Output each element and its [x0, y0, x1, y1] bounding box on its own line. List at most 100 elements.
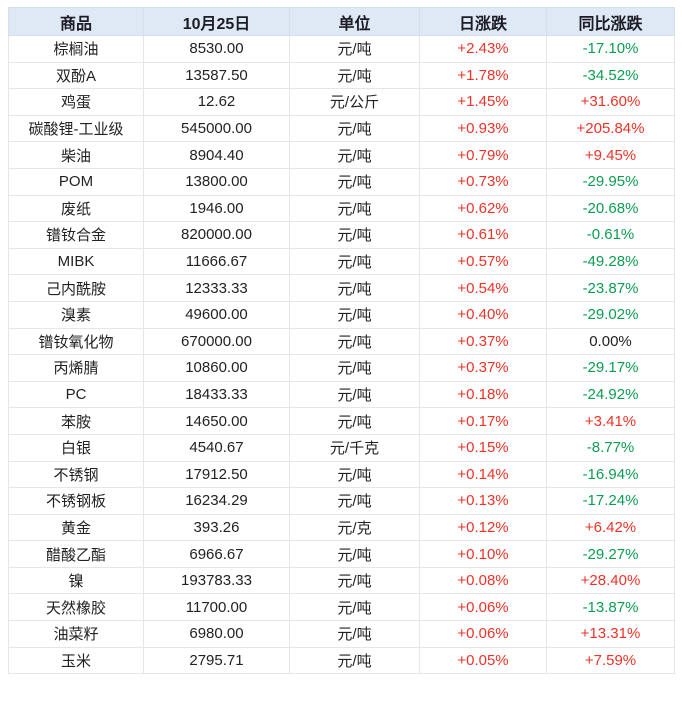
commodity-cell: 天然橡胶	[8, 593, 144, 622]
daily-change-cell: +0.54%	[419, 274, 547, 302]
unit-cell: 元/千克	[289, 433, 420, 462]
yoy-change-cell: +31.60%	[546, 88, 675, 116]
table-row: 废纸 1946.00 元/吨 +0.62% -20.68%	[8, 194, 675, 223]
price-cell: 13587.50	[143, 61, 290, 90]
price-cell: 17912.50	[143, 460, 290, 489]
yoy-change-cell: +205.84%	[546, 114, 675, 143]
commodity-cell: 镨钕合金	[8, 221, 144, 249]
unit-cell: 元/吨	[289, 221, 420, 249]
unit-cell: 元/吨	[289, 380, 420, 409]
yoy-change-cell: -49.28%	[546, 247, 675, 276]
daily-change-cell: +0.61%	[419, 221, 547, 249]
table-row: 丙烯腈 10860.00 元/吨 +0.37% -29.17%	[8, 354, 675, 382]
table-row: 不锈钢 17912.50 元/吨 +0.14% -16.94%	[8, 460, 675, 489]
yoy-change-cell: +13.31%	[546, 620, 675, 648]
yoy-change-cell: -13.87%	[546, 593, 675, 622]
commodity-cell: 镨钕氧化物	[8, 327, 144, 356]
unit-cell: 元/吨	[289, 407, 420, 435]
price-cell: 12.62	[143, 88, 290, 116]
table-row: 油菜籽 6980.00 元/吨 +0.06% +13.31%	[8, 620, 675, 648]
price-cell: 10860.00	[143, 354, 290, 382]
price-cell: 12333.33	[143, 274, 290, 302]
daily-change-cell: +0.37%	[419, 327, 547, 356]
price-cell: 820000.00	[143, 221, 290, 249]
price-cell: 393.26	[143, 513, 290, 542]
commodity-cell: PC	[8, 380, 144, 409]
daily-change-cell: +0.57%	[419, 247, 547, 276]
commodity-price-table-wrap: 商品 10月25日 单位 日涨跌 同比涨跌 棕榈油 8530.00 元/吨 +2…	[8, 7, 675, 675]
price-cell: 6966.67	[143, 540, 290, 568]
commodity-cell: 油菜籽	[8, 620, 144, 648]
table-row: MIBK 11666.67 元/吨 +0.57% -49.28%	[8, 247, 675, 276]
price-cell: 49600.00	[143, 300, 290, 329]
unit-cell: 元/吨	[289, 593, 420, 622]
commodity-cell: 废纸	[8, 194, 144, 223]
table-row: 天然橡胶 11700.00 元/吨 +0.06% -13.87%	[8, 593, 675, 622]
commodity-cell: MIBK	[8, 247, 144, 276]
yoy-change-cell: -17.24%	[546, 487, 675, 515]
daily-change-cell: +0.13%	[419, 487, 547, 515]
commodity-cell: 己内酰胺	[8, 274, 144, 302]
column-header-daily-change: 日涨跌	[419, 7, 547, 36]
unit-cell: 元/吨	[289, 487, 420, 515]
unit-cell: 元/吨	[289, 300, 420, 329]
table-row: 己内酰胺 12333.33 元/吨 +0.54% -23.87%	[8, 274, 675, 302]
table-row: 镨钕合金 820000.00 元/吨 +0.61% -0.61%	[8, 221, 675, 249]
commodity-cell: 不锈钢	[8, 460, 144, 489]
yoy-change-cell: -17.10%	[546, 35, 675, 63]
yoy-change-cell: -29.02%	[546, 300, 675, 329]
daily-change-cell: +0.10%	[419, 540, 547, 568]
daily-change-cell: +0.93%	[419, 114, 547, 143]
table-row: 苯胺 14650.00 元/吨 +0.17% +3.41%	[8, 407, 675, 435]
commodity-cell: 黄金	[8, 513, 144, 542]
unit-cell: 元/吨	[289, 194, 420, 223]
commodity-cell: 溴素	[8, 300, 144, 329]
table-row: 双酚A 13587.50 元/吨 +1.78% -34.52%	[8, 61, 675, 90]
table-row: 柴油 8904.40 元/吨 +0.79% +9.45%	[8, 141, 675, 169]
yoy-change-cell: +6.42%	[546, 513, 675, 542]
commodity-cell: 碳酸锂-工业级	[8, 114, 144, 143]
commodity-cell: 玉米	[8, 646, 144, 675]
price-cell: 2795.71	[143, 646, 290, 675]
unit-cell: 元/吨	[289, 274, 420, 302]
price-cell: 670000.00	[143, 327, 290, 356]
commodity-cell: 双酚A	[8, 61, 144, 90]
table-row: 溴素 49600.00 元/吨 +0.40% -29.02%	[8, 300, 675, 329]
daily-change-cell: +0.17%	[419, 407, 547, 435]
price-cell: 13800.00	[143, 167, 290, 196]
unit-cell: 元/公斤	[289, 88, 420, 116]
price-cell: 1946.00	[143, 194, 290, 223]
yoy-change-cell: 0.00%	[546, 327, 675, 356]
price-cell: 545000.00	[143, 114, 290, 143]
unit-cell: 元/克	[289, 513, 420, 542]
unit-cell: 元/吨	[289, 141, 420, 169]
commodity-cell: 柴油	[8, 141, 144, 169]
commodity-cell: 白银	[8, 433, 144, 462]
unit-cell: 元/吨	[289, 354, 420, 382]
header-row: 商品 10月25日 单位 日涨跌 同比涨跌	[8, 7, 675, 36]
price-cell: 18433.33	[143, 380, 290, 409]
commodity-cell: 醋酸乙酯	[8, 540, 144, 568]
yoy-change-cell: -23.87%	[546, 274, 675, 302]
commodity-price-table: 商品 10月25日 单位 日涨跌 同比涨跌 棕榈油 8530.00 元/吨 +2…	[8, 7, 675, 675]
table-row: 不锈钢板 16234.29 元/吨 +0.13% -17.24%	[8, 487, 675, 515]
yoy-change-cell: -24.92%	[546, 380, 675, 409]
daily-change-cell: +0.79%	[419, 141, 547, 169]
price-cell: 14650.00	[143, 407, 290, 435]
table-row: 棕榈油 8530.00 元/吨 +2.43% -17.10%	[8, 35, 675, 63]
yoy-change-cell: +7.59%	[546, 646, 675, 675]
column-header-unit: 单位	[289, 7, 420, 36]
yoy-change-cell: -20.68%	[546, 194, 675, 223]
table-row: 鸡蛋 12.62 元/公斤 +1.45% +31.60%	[8, 88, 675, 116]
commodity-cell: POM	[8, 167, 144, 196]
yoy-change-cell: -29.95%	[546, 167, 675, 196]
yoy-change-cell: -16.94%	[546, 460, 675, 489]
unit-cell: 元/吨	[289, 620, 420, 648]
yoy-change-cell: -0.61%	[546, 221, 675, 249]
daily-change-cell: +2.43%	[419, 35, 547, 63]
yoy-change-cell: -29.17%	[546, 354, 675, 382]
commodity-cell: 镍	[8, 566, 144, 595]
price-cell: 16234.29	[143, 487, 290, 515]
unit-cell: 元/吨	[289, 646, 420, 675]
unit-cell: 元/吨	[289, 327, 420, 356]
